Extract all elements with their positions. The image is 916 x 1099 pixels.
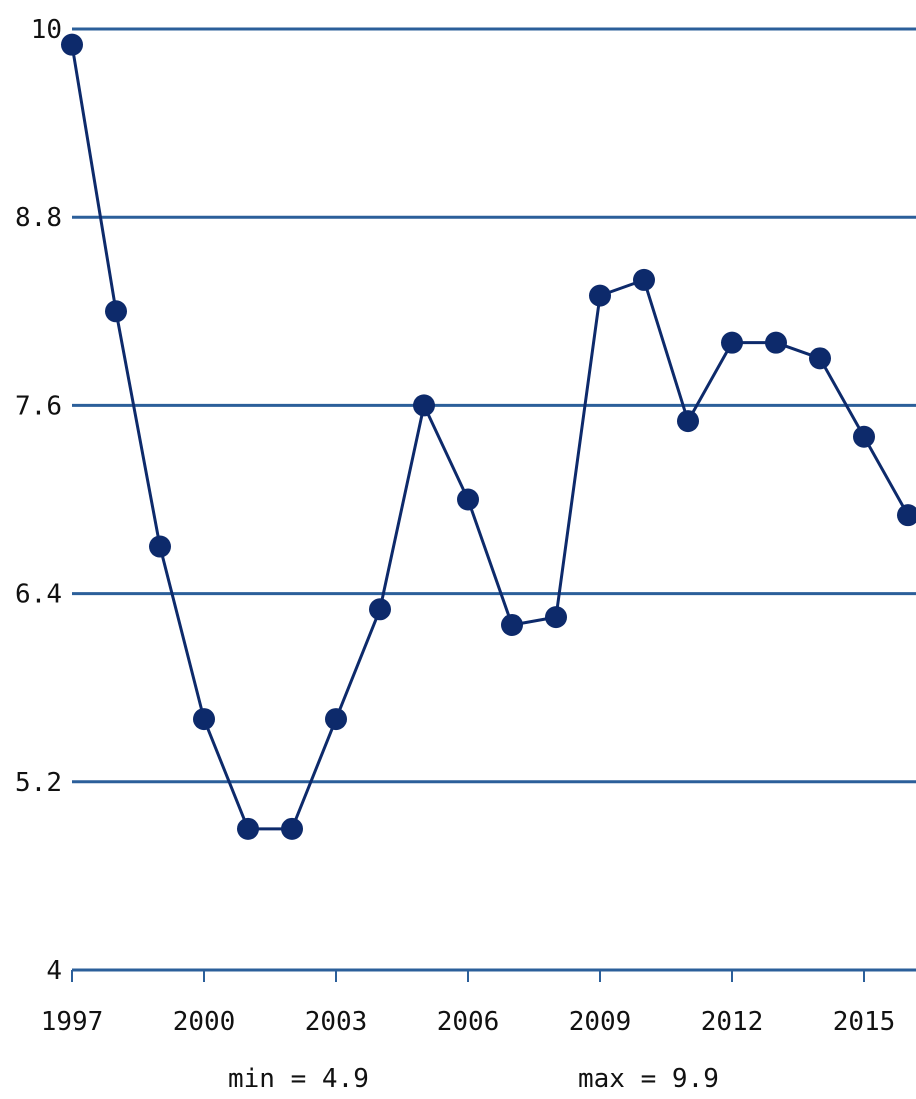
data-point-2005 [413, 394, 435, 417]
gridlines [72, 27, 916, 972]
data-point-2003 [325, 708, 347, 731]
y-tick-label-1: 5.2 [15, 768, 62, 798]
data-point-1999 [149, 535, 171, 558]
data-point-2010 [633, 268, 655, 291]
y-axis-tick-labels: 4 5.2 6.4 7.6 8.8 10 [15, 15, 62, 986]
x-tick-label-3: 2006 [437, 1007, 500, 1037]
x-tick-label-4: 2009 [569, 1007, 632, 1037]
y-tick-label-2: 6.4 [15, 580, 62, 610]
data-point-2006 [457, 488, 479, 511]
x-tick-label-2: 2003 [305, 1007, 368, 1037]
x-tick-label-5: 2012 [701, 1007, 764, 1037]
x-tick-label-0: 1997 [41, 1007, 104, 1037]
data-point-2004 [369, 598, 391, 621]
data-point-2011 [677, 410, 699, 433]
min-value-label: min = 4.9 [228, 1064, 369, 1094]
data-point-2007 [501, 613, 523, 636]
data-point-2001 [237, 817, 259, 840]
data-point-1997 [61, 33, 83, 56]
data-point-2016 [897, 504, 916, 527]
series-line-group [61, 33, 916, 840]
data-point-2002 [281, 817, 303, 840]
data-point-2000 [193, 708, 215, 731]
data-point-2008 [545, 606, 567, 629]
x-axis-ticks: 1997 2000 2003 2006 2009 2012 2015 [41, 970, 896, 1037]
data-point-2009 [589, 284, 611, 307]
max-value-label: max = 9.9 [578, 1064, 719, 1094]
y-tick-label-5: 10 [31, 15, 62, 45]
data-point-1998 [105, 300, 127, 323]
data-point-2013 [765, 331, 787, 354]
data-point-2012 [721, 331, 743, 354]
data-point-2015 [853, 425, 875, 448]
x-tick-label-1: 2000 [173, 1007, 236, 1037]
data-point-2014 [809, 347, 831, 370]
x-tick-label-6: 2015 [833, 1007, 896, 1037]
y-tick-label-3: 7.6 [15, 391, 62, 421]
y-tick-label-4: 8.8 [15, 203, 62, 233]
y-tick-label-0: 4 [46, 956, 62, 986]
